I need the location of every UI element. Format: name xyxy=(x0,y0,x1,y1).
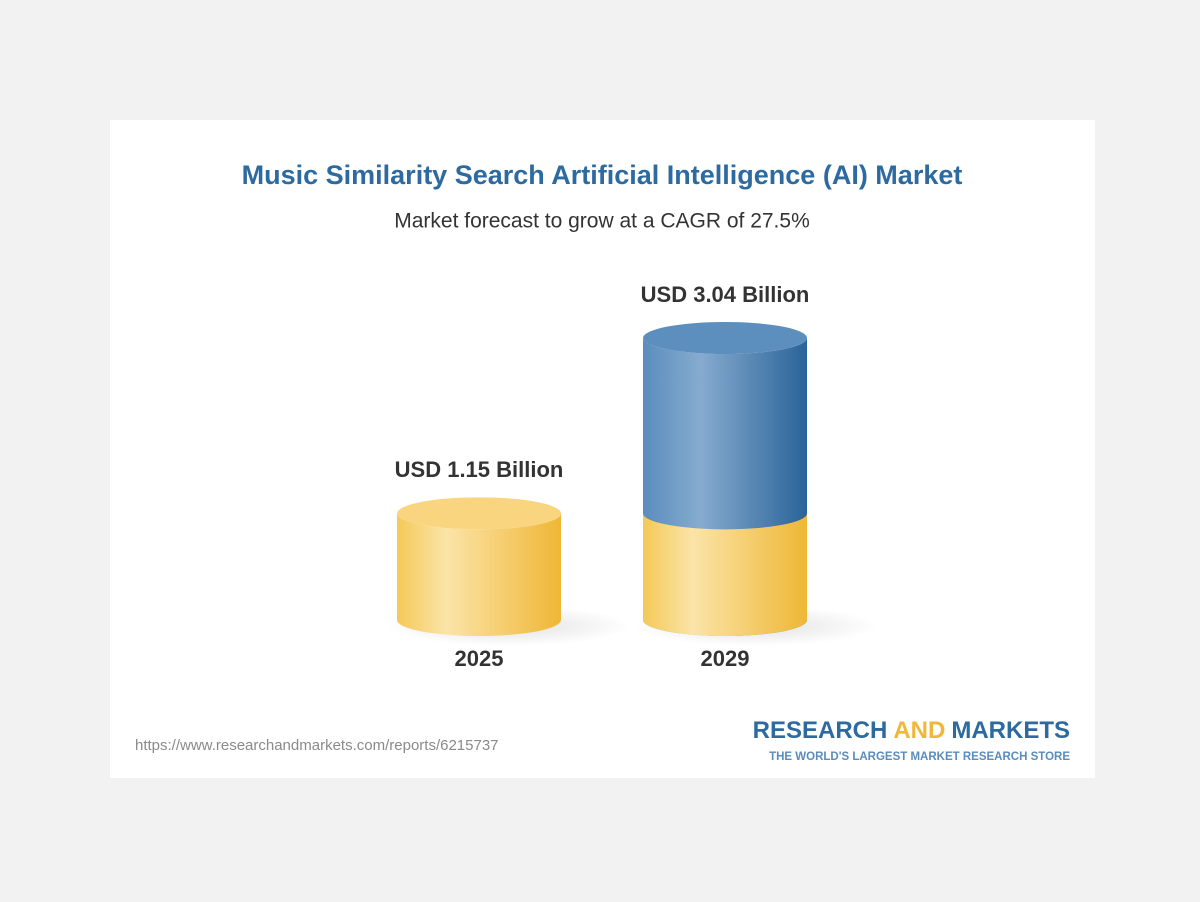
category-label: 2025 xyxy=(455,646,504,671)
logo-tagline: THE WORLD'S LARGEST MARKET RESEARCH STOR… xyxy=(769,751,1070,763)
chart-title: Music Similarity Search Artificial Intel… xyxy=(242,160,963,190)
chart-subtitle: Market forecast to grow at a CAGR of 27.… xyxy=(394,210,810,233)
card xyxy=(110,120,1095,778)
logo: RESEARCH AND MARKETS xyxy=(753,717,1070,744)
bar-base-segment xyxy=(643,513,807,636)
bar-top xyxy=(397,497,561,530)
bar-body xyxy=(397,513,561,636)
logo-word: MARKETS xyxy=(951,717,1070,744)
logo-word: AND xyxy=(893,717,945,744)
value-label: USD 3.04 Billion xyxy=(641,282,810,307)
value-label: USD 1.15 Billion xyxy=(395,457,564,482)
source-url: https://www.researchandmarkets.com/repor… xyxy=(135,737,499,754)
bar-top xyxy=(643,322,807,354)
logo-word: RESEARCH xyxy=(753,717,888,744)
category-label: 2029 xyxy=(701,646,750,671)
